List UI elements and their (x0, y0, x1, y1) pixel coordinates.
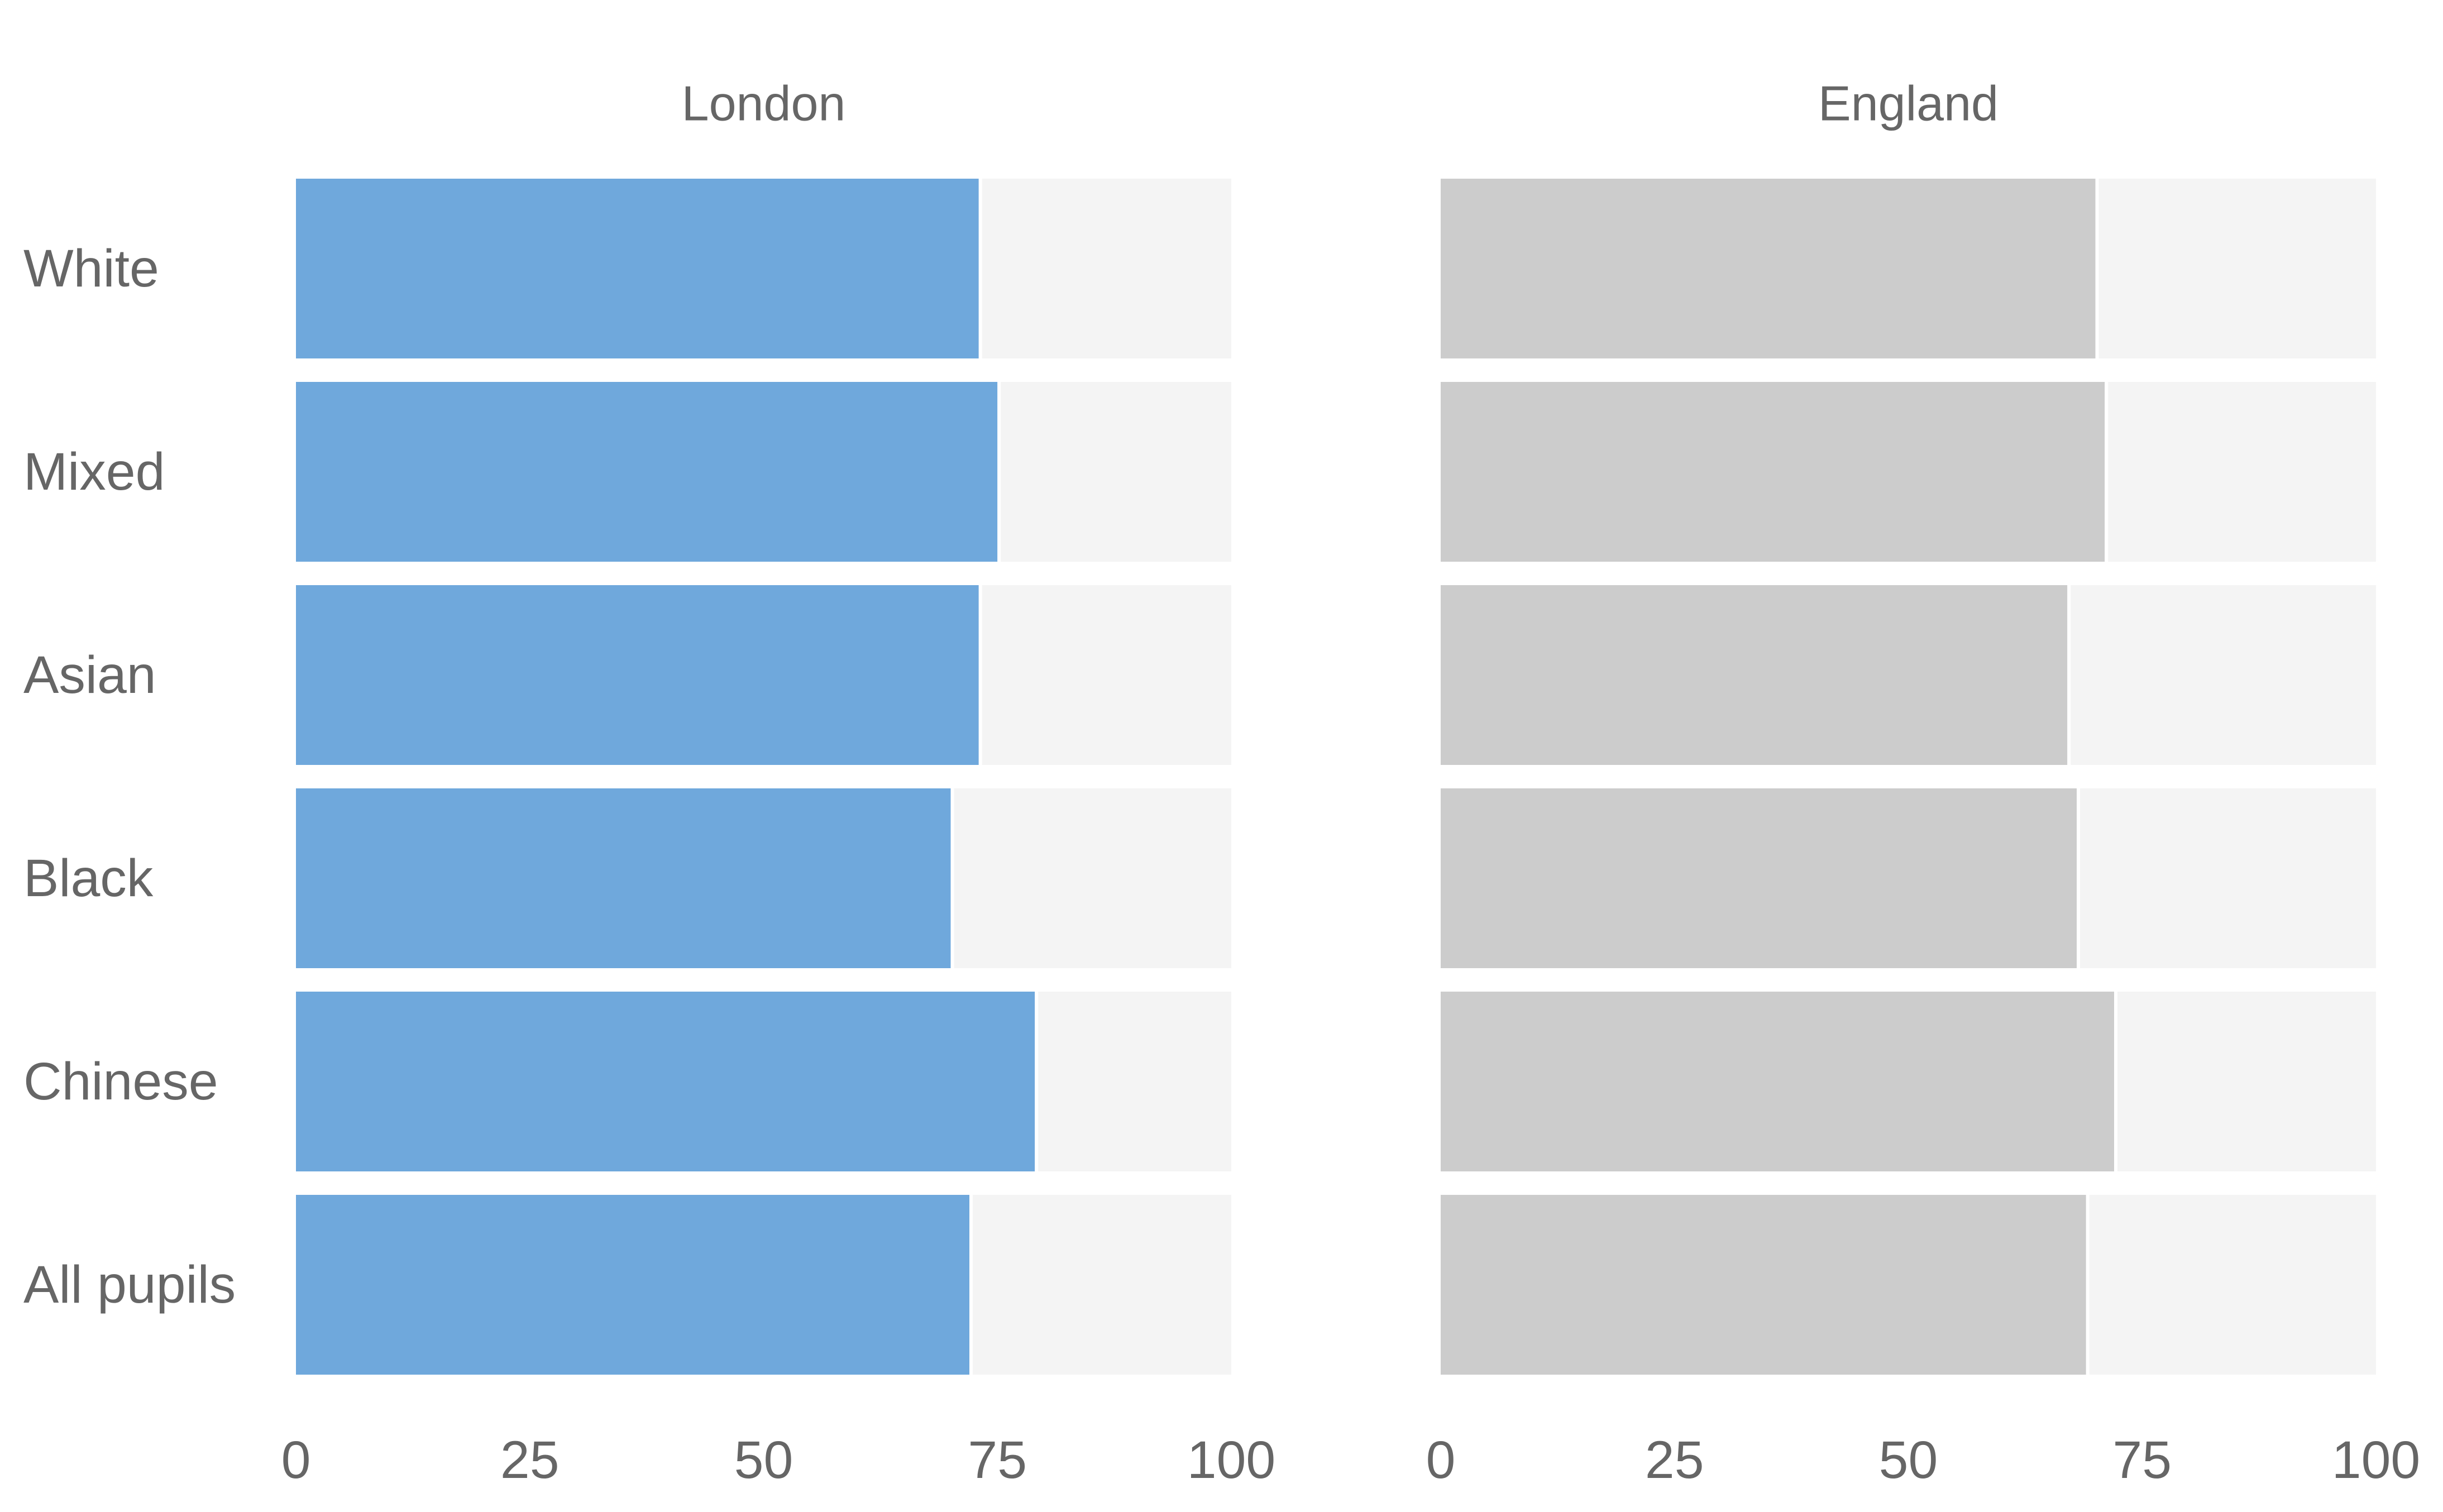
bar-end-divider-london-chinese (1035, 992, 1039, 1171)
tick-label-england-50: 50 (1879, 1430, 1938, 1490)
tick-label-england-75: 75 (2112, 1430, 2172, 1490)
category-label-white: White (23, 239, 159, 298)
category-label-all-pupils: All pupils (23, 1255, 236, 1314)
tick-label-england-100: 100 (2332, 1430, 2421, 1490)
bar-england-mixed (1441, 382, 2105, 562)
bar-end-divider-england-asian (2067, 585, 2071, 765)
panel-title-england: England (1818, 76, 1999, 131)
bar-london-chinese (296, 992, 1035, 1171)
bar-end-divider-england-white (2095, 179, 2099, 358)
bar-london-white (296, 179, 979, 358)
bar-end-divider-london-white (978, 179, 982, 358)
tick-label-london-100: 100 (1187, 1430, 1276, 1490)
bar-london-mixed (296, 382, 998, 562)
bar-london-asian (296, 585, 979, 765)
bar-end-divider-london-all-pupils (969, 1195, 973, 1375)
bar-england-white (1441, 179, 2096, 358)
tick-label-london-50: 50 (734, 1430, 793, 1490)
tick-label-england-0: 0 (1426, 1430, 1456, 1490)
bar-england-all-pupils (1441, 1195, 2086, 1375)
bar-london-all-pupils (296, 1195, 969, 1375)
category-label-asian: Asian (23, 645, 156, 705)
bar-england-asian (1441, 585, 2068, 765)
bar-end-divider-england-all-pupils (2086, 1195, 2090, 1375)
category-label-mixed: Mixed (23, 442, 165, 501)
panel-title-london: London (682, 76, 846, 131)
bar-end-divider-london-black (950, 788, 954, 968)
category-label-black: Black (23, 849, 154, 908)
bar-england-black (1441, 788, 2077, 968)
bar-london-black (296, 788, 951, 968)
bar-england-chinese (1441, 992, 2114, 1171)
tick-label-london-25: 25 (500, 1430, 560, 1490)
bar-end-divider-london-mixed (997, 382, 1001, 562)
tick-label-london-75: 75 (968, 1430, 1027, 1490)
bar-end-divider-england-black (2077, 788, 2080, 968)
tick-label-england-25: 25 (1645, 1430, 1704, 1490)
bar-end-divider-england-mixed (2105, 382, 2109, 562)
bar-end-divider-england-chinese (2114, 992, 2117, 1171)
bar-end-divider-london-asian (978, 585, 982, 765)
tick-label-london-0: 0 (281, 1430, 311, 1490)
category-label-chinese: Chinese (23, 1052, 218, 1111)
